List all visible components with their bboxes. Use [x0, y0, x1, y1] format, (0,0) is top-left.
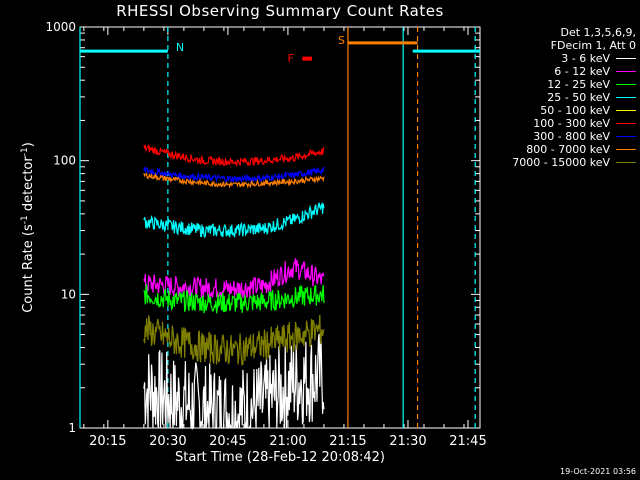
y-axis-label-part: ): [21, 142, 36, 147]
series-line-5: [143, 143, 325, 168]
legend-label: 100 - 300 keV: [533, 117, 610, 130]
x-tick-label: 21:30: [389, 434, 426, 449]
legend-swatch: [616, 110, 636, 111]
legend-swatch: [616, 149, 636, 150]
y-tick-label: 1: [68, 421, 76, 435]
legend: Det 1,3,5,6,9, FDecim 1, Att 0 3 - 6 keV…: [436, 26, 636, 169]
y-axis-label-part: Count Rate (s: [21, 224, 36, 313]
legend-swatch: [616, 123, 636, 124]
y-axis-label-part: -1: [20, 215, 30, 224]
legend-item: 7000 - 15000 keV: [436, 156, 636, 169]
x-tick-label: 20:30: [149, 434, 186, 449]
legend-swatch: [616, 58, 636, 59]
x-tick-label: 20:15: [89, 434, 126, 449]
legend-swatch: [616, 97, 636, 98]
y-axis-label-part: detector: [21, 156, 36, 216]
legend-swatch: [616, 162, 636, 163]
y-tick-label: 100: [53, 154, 76, 168]
y-axis-label-part: -1: [20, 147, 30, 156]
x-axis-label: Start Time (28-Feb-12 20:08:42): [175, 450, 385, 465]
x-tick-label: 21:00: [269, 434, 306, 449]
legend-item: 25 - 50 keV: [436, 91, 636, 104]
legend-label: 7000 - 15000 keV: [512, 156, 610, 169]
y-tick-label: 1000: [45, 20, 76, 34]
x-tick-label: 21:15: [329, 434, 366, 449]
legend-swatch: [616, 136, 636, 137]
series-line-7: [143, 172, 325, 189]
series-line-2: [143, 284, 325, 314]
legend-label: 800 - 7000 keV: [526, 143, 610, 156]
x-tick-label: 21:45: [449, 434, 486, 449]
legend-item: 50 - 100 keV: [436, 104, 636, 117]
legend-label: 25 - 50 keV: [547, 91, 610, 104]
footer-timestamp: 19-Oct-2021 03:56: [560, 467, 636, 476]
legend-item: 300 - 800 keV: [436, 130, 636, 143]
y-axis-label: Count Rate (s-1 detector-1): [20, 142, 36, 313]
series-line-8: [143, 314, 325, 366]
legend-label: 6 - 12 keV: [554, 65, 610, 78]
legend-swatch: [616, 71, 636, 72]
legend-item: 3 - 6 keV: [436, 52, 636, 65]
plot-frame: [79, 26, 481, 429]
annotation-N: N: [176, 41, 184, 54]
y-tick-label: 10: [61, 287, 76, 301]
legend-header-2: FDecim 1, Att 0: [550, 39, 636, 52]
series-line-1: [143, 258, 325, 300]
legend-swatch: [616, 84, 636, 85]
legend-item: 100 - 300 keV: [436, 117, 636, 130]
legend-label: 300 - 800 keV: [533, 130, 610, 143]
legend-item: 800 - 7000 keV: [436, 143, 636, 156]
legend-header-1: Det 1,3,5,6,9,: [560, 26, 636, 39]
series-line-3: [143, 201, 325, 239]
legend-label: 50 - 100 keV: [540, 104, 610, 117]
legend-label: 3 - 6 keV: [561, 52, 610, 65]
annotation-F: F: [288, 52, 294, 65]
x-tick-label: 20:45: [209, 434, 246, 449]
legend-label: 12 - 25 keV: [547, 78, 610, 91]
annotation-S: S: [338, 34, 345, 47]
series-line-0: [143, 333, 325, 430]
series-line-6: [143, 166, 325, 185]
legend-item: 12 - 25 keV: [436, 78, 636, 91]
chart-title: RHESSI Observing Summary Count Rates: [116, 2, 444, 20]
legend-item: 6 - 12 keV: [436, 65, 636, 78]
